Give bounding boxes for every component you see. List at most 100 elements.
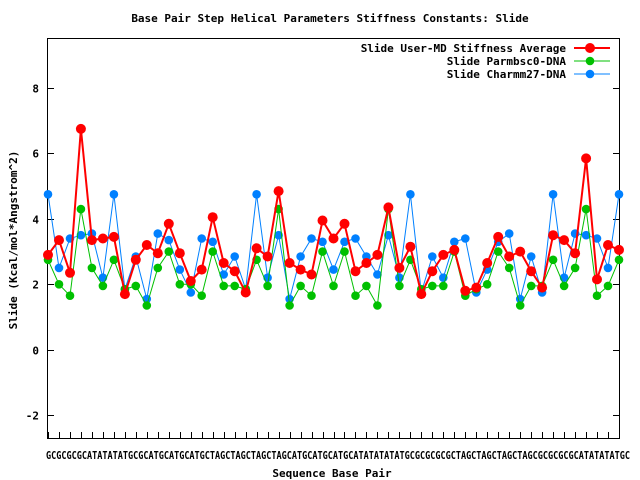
data-point <box>592 291 602 301</box>
data-point <box>164 247 174 256</box>
data-point <box>581 204 591 214</box>
legend-swatch-marker <box>585 43 595 53</box>
data-point <box>504 263 514 273</box>
data-point <box>581 153 592 164</box>
data-point <box>406 190 415 199</box>
data-point <box>526 252 536 261</box>
data-point <box>548 190 558 199</box>
data-point <box>230 281 239 291</box>
data-point <box>153 263 163 273</box>
series-1 <box>43 204 624 310</box>
data-point <box>559 235 570 246</box>
data-point <box>537 282 548 293</box>
data-point <box>471 282 482 293</box>
data-point <box>109 255 119 265</box>
data-point <box>361 258 372 268</box>
legend-swatch-marker <box>585 69 595 79</box>
data-point <box>262 251 273 262</box>
data-point <box>54 263 64 273</box>
data-point <box>130 254 141 265</box>
data-point <box>175 265 185 274</box>
data-point <box>351 291 360 301</box>
data-point <box>119 289 130 300</box>
data-point <box>219 270 228 279</box>
data-point <box>163 218 174 229</box>
data-point <box>240 287 251 298</box>
data-point <box>251 243 262 254</box>
data-point <box>307 234 316 243</box>
y-axis-ticks: -2 0 2 4 6 8 <box>26 83 619 423</box>
data-point <box>570 263 580 273</box>
data-point <box>340 237 349 247</box>
data-point <box>405 241 416 252</box>
data-point <box>395 281 404 291</box>
data-point <box>592 274 602 285</box>
data-point <box>329 265 338 274</box>
data-point <box>450 237 459 247</box>
data-point <box>449 244 460 255</box>
data-point <box>581 230 591 240</box>
data-point <box>526 266 537 277</box>
data-point <box>274 230 283 240</box>
data-point <box>394 262 405 273</box>
legend-label: Slide User-MD Stiffness Average <box>361 42 567 55</box>
data-point <box>174 248 185 259</box>
data-point <box>548 230 559 241</box>
data-point <box>207 212 218 223</box>
data-point <box>603 240 613 250</box>
data-point <box>218 258 229 268</box>
data-point <box>109 190 119 199</box>
data-point <box>175 280 185 289</box>
y-tick-label: 6 <box>32 148 39 161</box>
data-point <box>263 281 272 291</box>
data-point <box>164 235 174 245</box>
legend-label: Slide Parmbsc0-DNA <box>447 55 567 68</box>
data-point <box>416 289 427 300</box>
data-point <box>383 202 394 213</box>
data-point <box>43 249 53 260</box>
data-point <box>614 190 624 199</box>
data-point <box>329 281 338 291</box>
data-point <box>185 276 196 286</box>
y-tick-label: 0 <box>32 345 39 358</box>
data-point <box>328 233 339 244</box>
data-point <box>208 247 217 256</box>
data-point <box>186 288 196 297</box>
data-point <box>350 266 361 277</box>
data-point <box>592 234 602 243</box>
y-tick-label: 4 <box>32 214 39 227</box>
data-point <box>296 281 305 291</box>
data-point <box>493 231 504 242</box>
data-point <box>141 240 152 250</box>
data-point <box>273 186 284 197</box>
data-point <box>54 280 64 289</box>
data-point <box>439 281 448 291</box>
x-axis-label: Sequence Base Pair <box>272 467 392 480</box>
data-point <box>153 229 163 238</box>
series-layer <box>43 123 624 310</box>
data-point <box>252 190 261 199</box>
data-point <box>603 263 613 273</box>
data-point <box>108 231 119 242</box>
data-point <box>296 252 305 261</box>
data-point <box>219 281 228 291</box>
data-point <box>65 291 75 301</box>
data-point <box>339 218 350 229</box>
data-point <box>515 246 526 257</box>
data-point <box>340 247 349 256</box>
legend-swatch-marker <box>585 56 595 66</box>
data-point <box>482 258 493 268</box>
data-point <box>559 281 569 291</box>
x-axis-ticks <box>48 432 620 438</box>
data-point <box>318 237 327 247</box>
data-point <box>351 234 360 243</box>
y-tick-label: 2 <box>32 279 39 292</box>
data-point <box>87 263 97 273</box>
data-point <box>142 301 152 310</box>
data-point <box>295 264 306 275</box>
data-point <box>152 248 163 259</box>
data-point <box>43 190 53 199</box>
data-point <box>196 264 207 275</box>
data-point <box>428 281 437 291</box>
